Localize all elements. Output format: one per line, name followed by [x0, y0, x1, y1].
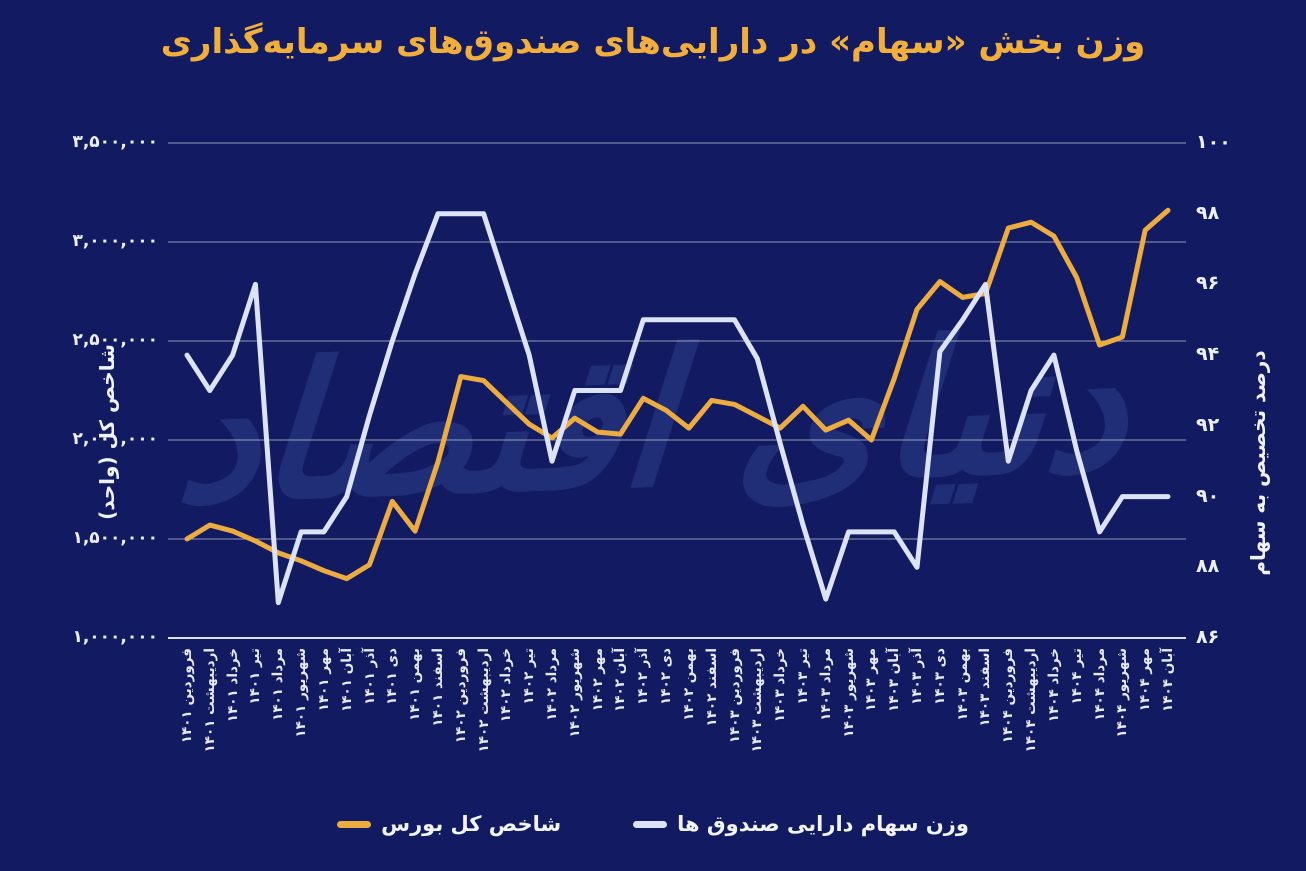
- right-tick-label: ۹۸: [1196, 201, 1220, 224]
- x-axis-label: مهر ۱۴۰۲: [589, 648, 606, 712]
- x-axis-label: مرداد ۱۴۰۲: [544, 648, 561, 721]
- left-tick-label: ۱,۰۰۰,۰۰۰: [72, 627, 158, 647]
- x-axis-label: خرداد ۱۴۰۱: [224, 648, 241, 723]
- x-axis-label: شهریور ۱۴۰۲: [566, 648, 583, 738]
- x-axis-label: آبان ۱۴۰۱: [338, 648, 355, 712]
- chart-title: وزن بخش «سهام» در دارایی‌های صندوق‌های س…: [160, 22, 1146, 62]
- x-axis-label: اسفند ۱۴۰۳: [977, 648, 994, 727]
- x-axis-label: مهر ۱۴۰۳: [863, 648, 880, 712]
- right-tick-label: ۹۴: [1196, 343, 1220, 366]
- legend-line-swatch: [337, 820, 372, 828]
- x-axis-label: اردیبهشت ۱۴۰۲: [475, 648, 492, 753]
- legend-item: شاخص کل بورس: [337, 812, 561, 836]
- right-tick-label: ۹۰: [1196, 484, 1220, 507]
- x-axis-label: خرداد ۱۴۰۳: [772, 648, 789, 723]
- right-tick-label: ۱۰۰: [1196, 131, 1231, 153]
- x-axis-label: خرداد ۱۴۰۲: [498, 648, 515, 723]
- x-axis-label: بهمن ۱۴۰۱: [407, 648, 424, 721]
- x-axis-label: مرداد ۱۴۰۱: [270, 648, 287, 721]
- x-axis-label: آذر ۱۴۰۱: [361, 648, 378, 705]
- x-axis-label: فروردین ۱۴۰۱: [179, 648, 195, 744]
- x-axis-label: مهر ۱۴۰۱: [315, 648, 332, 712]
- x-axis-label: بهمن ۱۴۰۲: [680, 648, 697, 721]
- x-axis-label: فروردین ۱۴۰۳: [726, 648, 743, 744]
- x-axis-label: آبان ۱۴۰۳: [886, 648, 903, 712]
- x-axis-label: فروردین ۱۴۰۴: [1000, 648, 1017, 744]
- legend: وزن سهام دارایی صندوق ها شاخص کل بورس: [0, 812, 1306, 836]
- x-axis-label: مهر ۱۴۰۴: [1137, 648, 1154, 712]
- left-axis-title: شاخص کل (واحد): [95, 344, 119, 520]
- x-axis-label: آذر ۱۴۰۲: [635, 648, 652, 705]
- x-axis-label: دی ۱۴۰۱: [384, 648, 401, 705]
- x-axis-label: خرداد ۱۴۰۴: [1045, 648, 1062, 723]
- x-axis-label: اسفند ۱۴۰۲: [703, 648, 720, 727]
- left-tick-label: ۲,۰۰۰,۰۰۰: [72, 429, 158, 449]
- left-tick-label: ۳,۵۰۰,۰۰۰: [72, 132, 158, 152]
- index-line-series: [184, 207, 1171, 582]
- x-axis-label: آبان ۱۴۰۴: [1160, 648, 1176, 712]
- x-axis-label: شهریور ۱۴۰۳: [840, 648, 857, 738]
- left-tick-label: ۳,۰۰۰,۰۰۰: [72, 231, 158, 251]
- x-axis-label: آذر ۱۴۰۳: [909, 648, 926, 705]
- x-axis-label: اردیبهشت ۱۴۰۳: [749, 648, 766, 753]
- x-axis-label: تیر ۱۴۰۴: [1068, 648, 1085, 705]
- right-tick-label: ۹۶: [1196, 272, 1220, 295]
- right-tick-label: ۸۸: [1196, 555, 1220, 578]
- right-tick-label: ۹۲: [1196, 413, 1220, 436]
- x-axis-label: اسفند ۱۴۰۱: [429, 648, 446, 727]
- x-axis-label: بهمن ۱۴۰۳: [954, 648, 971, 721]
- x-axis-label: مرداد ۱۴۰۳: [817, 648, 834, 721]
- x-axis-label: شهریور ۱۴۰۴: [1114, 648, 1131, 738]
- x-axis-label: فروردین ۱۴۰۲: [452, 648, 469, 744]
- x-axis-label: اردیبهشت ۱۴۰۱: [201, 648, 218, 753]
- x-axis-label: تیر ۱۴۰۲: [521, 648, 538, 705]
- legend-item: وزن سهام دارایی صندوق ها: [633, 812, 969, 836]
- left-tick-label: ۱,۵۰۰,۰۰۰: [72, 528, 158, 548]
- right-tick-label: ۸۶: [1196, 626, 1220, 648]
- x-axis-label: اردیبهشت ۱۴۰۴: [1023, 648, 1040, 753]
- right-axis-title: درصد تخصیص به سهام: [1246, 350, 1270, 576]
- x-axis-label: آبان ۱۴۰۲: [612, 648, 629, 712]
- legend-line-swatch: [633, 820, 668, 828]
- x-axis-label: دی ۱۴۰۳: [931, 648, 948, 705]
- x-axis-label: تیر ۱۴۰۱: [247, 648, 264, 705]
- x-axis-label: دی ۱۴۰۲: [658, 648, 675, 705]
- left-tick-label: ۲,۵۰۰,۰۰۰: [72, 330, 158, 350]
- x-axis-label: مرداد ۱۴۰۴: [1091, 648, 1108, 721]
- legend-label: وزن سهام دارایی صندوق ها: [677, 812, 969, 836]
- x-axis-label: شهریور ۱۴۰۱: [293, 648, 310, 738]
- legend-label: شاخص کل بورس: [381, 812, 562, 836]
- x-axis-label: تیر ۱۴۰۳: [794, 648, 811, 705]
- weight-line-series: [184, 211, 1171, 606]
